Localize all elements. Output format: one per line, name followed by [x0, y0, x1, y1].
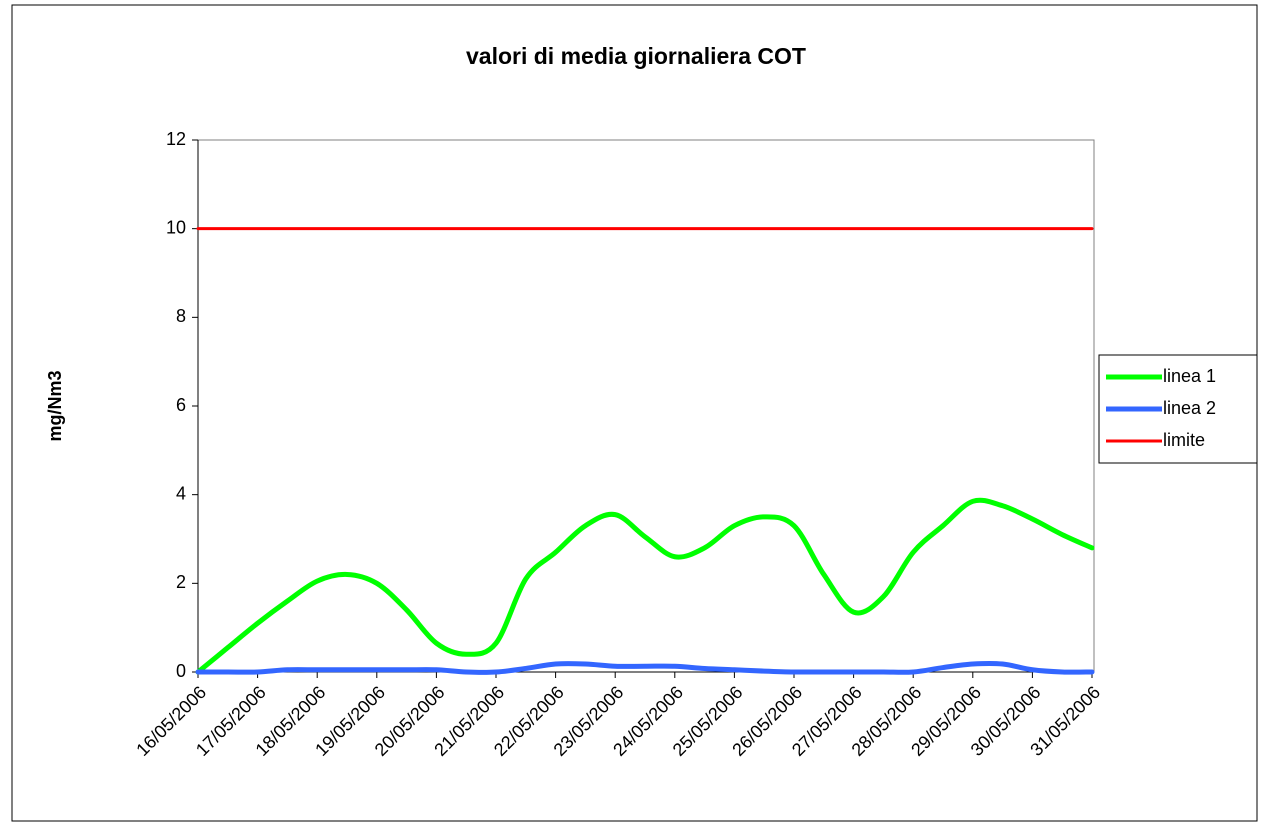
legend-label: linea 1	[1163, 366, 1216, 386]
y-tick-label: 2	[176, 572, 186, 592]
y-tick-label: 6	[176, 395, 186, 415]
series-line	[195, 660, 1095, 675]
legend-label: linea 2	[1163, 398, 1216, 418]
y-tick-label: 4	[176, 483, 186, 503]
series-line	[195, 497, 1095, 675]
chart-border	[11, 4, 1258, 822]
y-axis-label: mg/Nm3	[45, 370, 65, 441]
y-tick-label: 8	[176, 306, 186, 326]
legend-label: limite	[1163, 430, 1205, 450]
y-tick-label: 0	[176, 661, 186, 681]
y-tick-label: 12	[166, 129, 186, 149]
chart-title: valori di media giornaliera COT	[466, 43, 806, 69]
y-tick-label: 10	[166, 217, 186, 237]
